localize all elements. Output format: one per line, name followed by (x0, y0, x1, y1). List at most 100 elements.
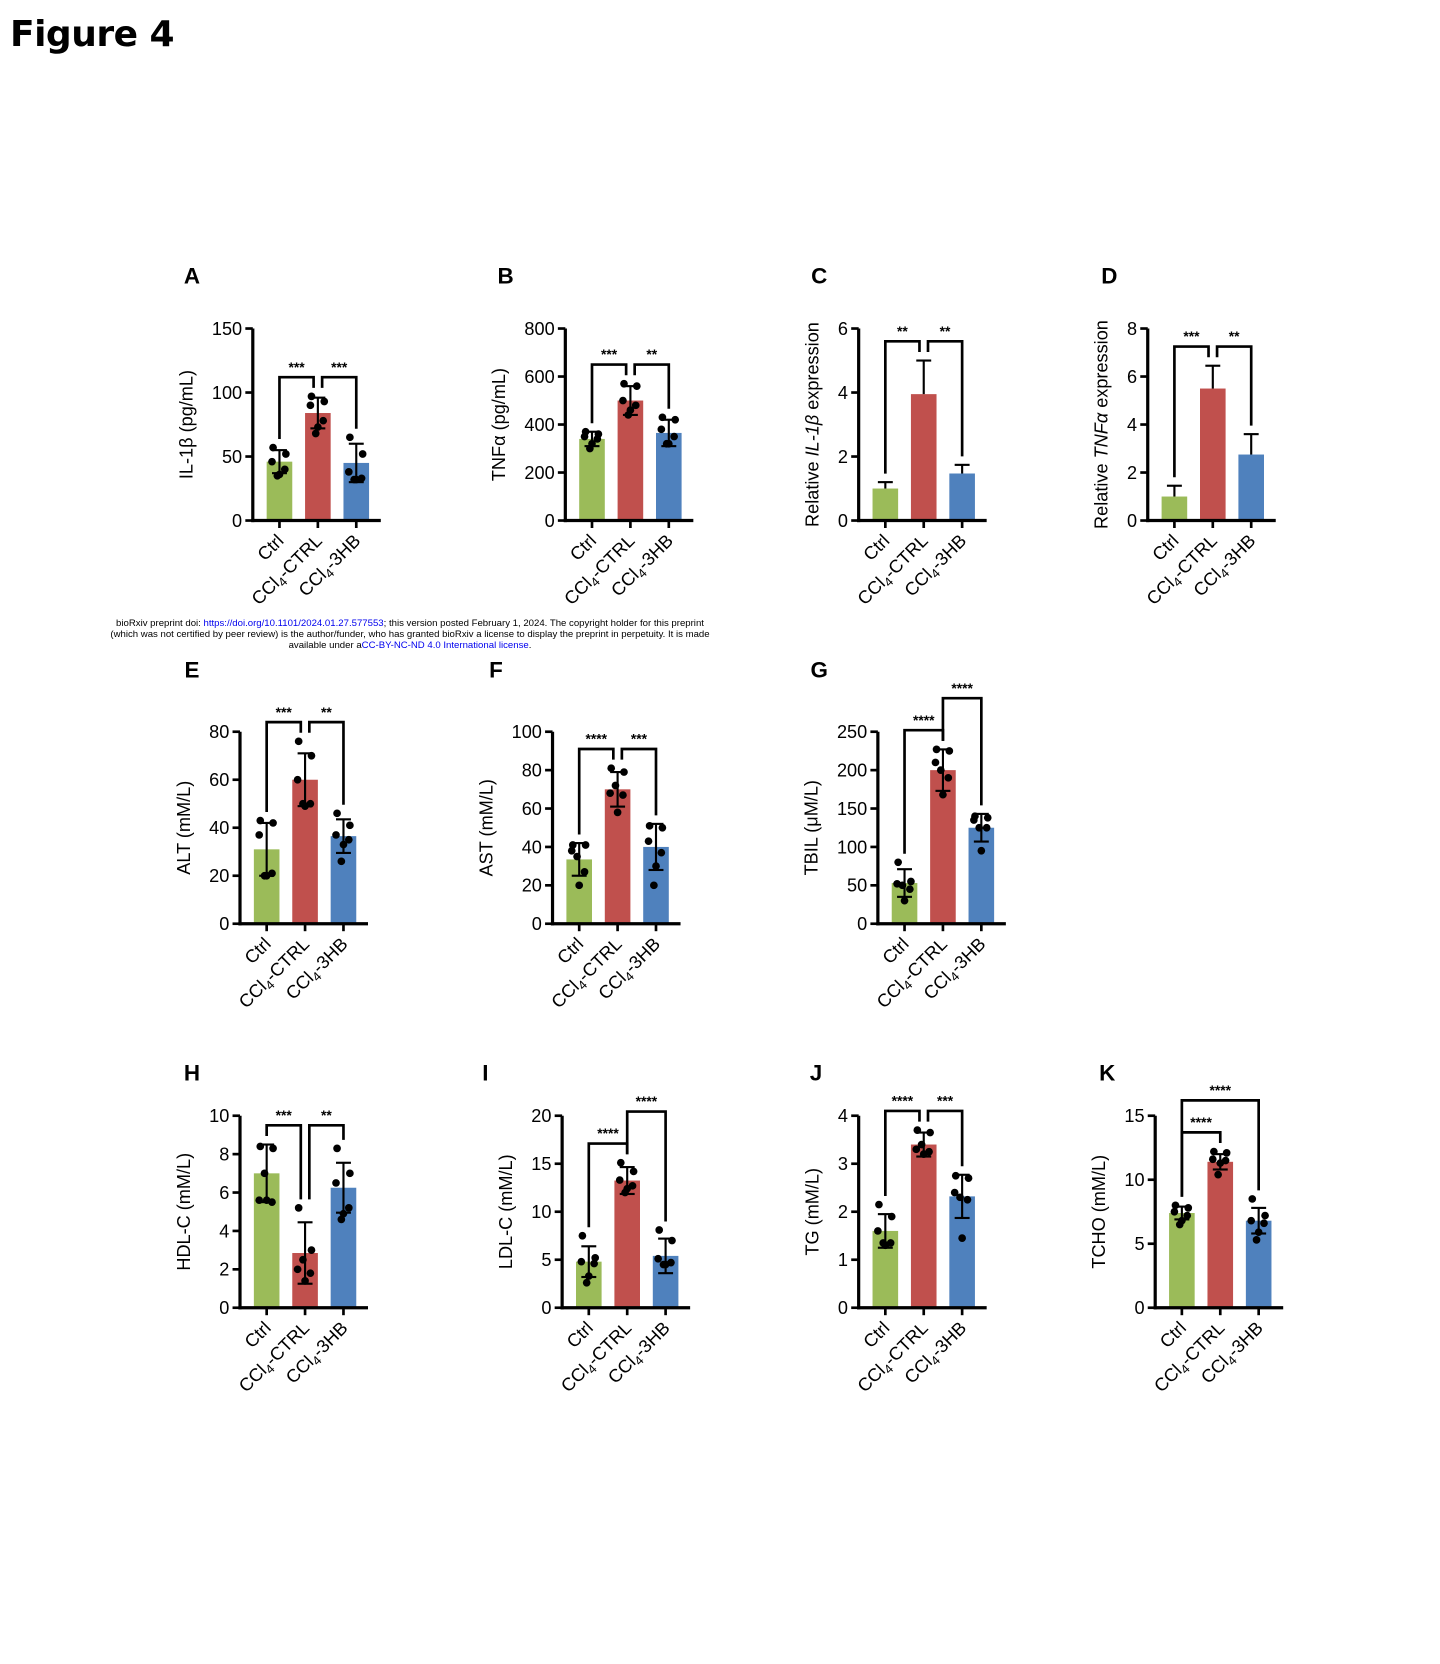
y-axis-label-part: IL-1β (803, 415, 823, 457)
y-tick-label: 50 (222, 447, 242, 467)
preprint-notice: bioRxiv preprint doi: https://doi.org/10… (60, 618, 760, 651)
data-point (590, 1259, 598, 1268)
significance-label: *** (288, 359, 305, 375)
y-axis-label: AST (mM/L) (476, 779, 496, 876)
license-link[interactable]: CC-BY-NC-ND 4.0 International license (361, 640, 529, 651)
y-axis-label: Relative IL-1β expression (803, 322, 823, 527)
data-point (293, 1265, 302, 1274)
significance-label: **** (1190, 1114, 1212, 1130)
data-point (619, 791, 627, 799)
significance-label: ** (940, 323, 951, 339)
y-axis-label: TG (mM/L) (803, 1168, 823, 1256)
data-point (577, 1257, 586, 1266)
data-point (1254, 1228, 1263, 1237)
bar (1238, 454, 1264, 521)
y-tick-label: 10 (1124, 1170, 1144, 1190)
y-tick-label: 10 (209, 1106, 229, 1126)
y-axis-label-part: ALT (mM/L) (174, 781, 194, 875)
significance-bracket (1180, 1099, 1260, 1197)
data-point (950, 1188, 959, 1197)
data-point (346, 433, 354, 442)
data-point (581, 841, 590, 849)
data-point (644, 837, 653, 846)
data-point (982, 823, 991, 832)
data-point (1248, 1195, 1257, 1203)
data-point (306, 401, 315, 410)
data-point (269, 443, 277, 452)
y-tick-label: 0 (219, 1298, 229, 1318)
y-tick-label: 100 (837, 837, 867, 857)
data-point (255, 1196, 264, 1205)
y-axis-label: ALT (mM/L) (174, 781, 194, 875)
data-point (606, 789, 614, 798)
y-axis-label-part: TCHO (mM/L) (1089, 1155, 1109, 1269)
y-tick-label: 20 (209, 866, 229, 886)
data-point (654, 1254, 662, 1263)
y-tick-label: 0 (838, 1298, 848, 1318)
data-point (975, 823, 984, 832)
data-point (874, 1227, 882, 1235)
data-point (256, 1142, 265, 1151)
data-point (294, 737, 303, 746)
significance-label: ** (1229, 328, 1240, 344)
data-point (568, 841, 577, 849)
data-point (620, 768, 628, 776)
data-point (944, 773, 953, 782)
panel-letter: J (810, 1061, 822, 1086)
significance-label: ** (321, 704, 332, 720)
notice-text: (which was not certified by peer review)… (110, 629, 710, 640)
y-tick-label: 2 (1127, 463, 1137, 483)
y-axis-label-part: IL-1β (pg/mL) (177, 370, 197, 479)
doi-link[interactable]: https://doi.org/10.1101/2024.01.27.57755… (203, 618, 384, 629)
y-tick-label: 250 (837, 722, 867, 742)
data-point (659, 1260, 668, 1269)
y-axis-label: LDL-C (mM/L) (496, 1154, 516, 1269)
data-point (912, 1145, 921, 1154)
data-point (301, 1277, 309, 1285)
significance-bracket (308, 720, 345, 805)
data-point (307, 751, 316, 760)
y-tick-label: 2 (838, 1202, 848, 1222)
data-point (613, 808, 622, 817)
data-point (620, 379, 628, 388)
y-tick-label: 5 (541, 1250, 551, 1270)
bar (910, 394, 937, 521)
y-tick-label: 4 (838, 383, 848, 403)
y-tick-label: 60 (522, 799, 542, 819)
y-tick-label: 15 (1124, 1106, 1144, 1126)
notice-text: bioRxiv preprint doi: (116, 618, 204, 629)
panel-letter: D (1101, 264, 1117, 289)
bar (872, 488, 899, 521)
data-point (580, 432, 589, 441)
y-tick-label: 200 (837, 761, 867, 781)
data-point (586, 444, 594, 453)
data-point (273, 471, 282, 480)
y-tick-label: 0 (532, 914, 542, 934)
data-point (260, 1169, 269, 1178)
data-point (875, 1200, 883, 1209)
data-point (358, 450, 367, 458)
y-axis-label: TCHO (mM/L) (1089, 1155, 1109, 1269)
data-point (269, 819, 277, 827)
data-point (1214, 1170, 1222, 1179)
data-point (333, 809, 341, 818)
y-tick-label: 80 (209, 722, 229, 742)
data-point (951, 1171, 960, 1180)
data-point (269, 1144, 277, 1153)
y-axis-label-part: AST (mM/L) (476, 779, 496, 876)
bar (910, 1144, 937, 1308)
y-axis-label-part: TNFα (1092, 412, 1112, 458)
y-axis-label-part: TG (mM/L) (803, 1168, 823, 1256)
data-point (898, 881, 907, 890)
data-point (919, 1150, 928, 1158)
data-point (1247, 1216, 1256, 1225)
data-point (578, 1231, 587, 1240)
data-point (293, 775, 302, 784)
notice-text: ; this version posted February 1, 2024. … (383, 618, 704, 629)
y-tick-label: 40 (209, 818, 229, 838)
